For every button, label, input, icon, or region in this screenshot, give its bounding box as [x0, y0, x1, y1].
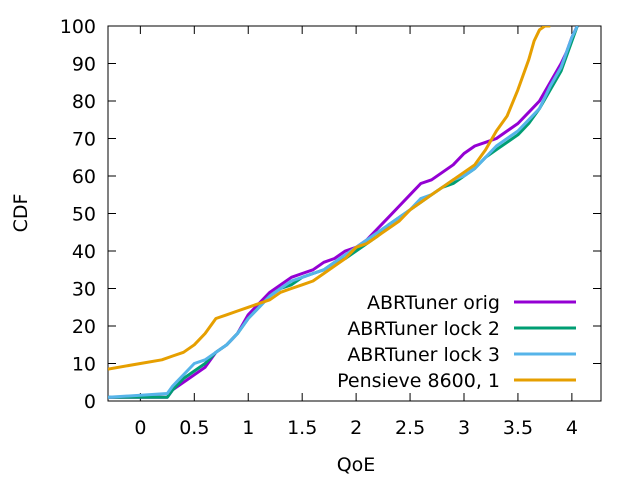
- y-tick-label: 80: [72, 91, 96, 113]
- x-tick-label: 0.5: [179, 417, 209, 439]
- x-tick-label: 4: [566, 417, 578, 439]
- y-tick-label: 10: [72, 354, 96, 376]
- legend-label-3: ABRTuner lock 3: [347, 344, 500, 366]
- y-tick-label: 40: [72, 241, 96, 263]
- x-axis-ticks: 0 0.5 1 1.5 2 2.5 3 3.5 4: [134, 26, 578, 439]
- x-tick-label: 1: [242, 417, 254, 439]
- x-axis-label: QoE: [337, 454, 376, 476]
- x-tick-label: 3.5: [503, 417, 533, 439]
- legend-label-2: ABRTuner lock 2: [347, 318, 500, 340]
- y-tick-label: 50: [72, 204, 96, 226]
- y-tick-label: 0: [84, 391, 96, 413]
- legend: ABRTuner orig ABRTuner lock 2 ABRTuner loc…: [337, 292, 576, 392]
- x-tick-label: 2.5: [395, 417, 425, 439]
- x-tick-label: 1.5: [287, 417, 317, 439]
- y-tick-label: 70: [72, 129, 96, 151]
- series-line-3: [108, 26, 579, 399]
- y-axis-ticks: 0 10 20 30 40 50 60 70 80 90 100: [60, 16, 601, 413]
- y-tick-label: 90: [72, 54, 96, 76]
- x-tick-label: 2: [350, 417, 362, 439]
- series-lines: [108, 26, 579, 399]
- y-tick-label: 20: [72, 316, 96, 338]
- legend-label-4: Pensieve 8600, 1: [337, 370, 500, 392]
- y-tick-label: 100: [60, 16, 96, 38]
- legend-label-1: ABRTuner orig: [367, 292, 500, 314]
- y-tick-label: 60: [72, 166, 96, 188]
- y-axis-label: CDF: [10, 194, 32, 233]
- x-tick-label: 3: [458, 417, 470, 439]
- series-line-4: [108, 26, 551, 371]
- y-tick-label: 30: [72, 279, 96, 301]
- x-tick-label: 0: [134, 417, 146, 439]
